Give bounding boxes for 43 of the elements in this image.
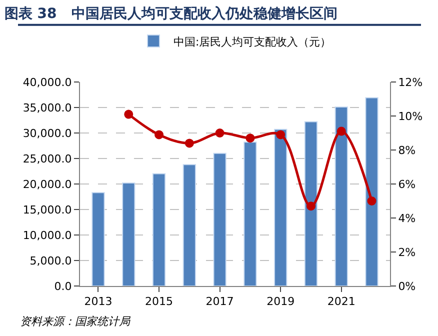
bar xyxy=(92,192,105,286)
y-tick-label: 5,000.0 xyxy=(30,254,72,268)
y-tick-label: 10,000.0 xyxy=(22,228,72,242)
point xyxy=(154,130,164,140)
x-tick-label: 2015 xyxy=(145,295,174,308)
point xyxy=(367,196,376,206)
y2-tick-label: 6% xyxy=(398,178,416,191)
y2-tick-label: 2% xyxy=(398,246,416,259)
y-tick-label: 35,000.0 xyxy=(22,101,72,114)
chart-title: 图表 38 中国居民人均可支配收入仍处稳健增长区间 xyxy=(4,6,338,22)
y-tick-label: 30,000.0 xyxy=(22,126,72,140)
y-tick-label: 20,000.0 xyxy=(22,178,72,191)
point xyxy=(336,126,346,136)
bar xyxy=(213,152,226,286)
y2-tick-label: 8% xyxy=(398,144,416,157)
point xyxy=(215,128,224,138)
point xyxy=(184,138,194,148)
bar xyxy=(334,106,348,286)
point xyxy=(306,202,316,211)
bar xyxy=(365,97,378,286)
x-tick-label: 2019 xyxy=(266,295,295,308)
point xyxy=(246,134,255,143)
bar xyxy=(122,182,136,286)
y2-tick-label: 0% xyxy=(398,280,416,293)
bar xyxy=(182,164,196,286)
y-tick-label: 40,000.0 xyxy=(22,76,72,89)
y-tick-label: 0.0 xyxy=(54,280,72,293)
x-tick-label: 2021 xyxy=(327,295,356,308)
bar xyxy=(244,142,257,286)
legend-label: 中国:居民人均可支配收入（元） xyxy=(174,35,332,48)
text: 资料来源：国家统计局 xyxy=(20,315,131,328)
bar xyxy=(304,121,318,286)
y2-tick-label: 12% xyxy=(398,76,423,89)
y2-tick-label: 4% xyxy=(398,212,416,225)
y-tick-label: 15,000.0 xyxy=(22,203,72,216)
x-tick-label: 2013 xyxy=(84,295,112,308)
bar xyxy=(274,128,288,286)
x-tick-label: 2017 xyxy=(206,295,234,308)
bar xyxy=(152,173,166,286)
y-tick-label: 25,000.0 xyxy=(22,152,72,166)
point xyxy=(124,110,134,119)
y2-tick-label: 10% xyxy=(398,110,423,123)
point xyxy=(276,130,286,140)
